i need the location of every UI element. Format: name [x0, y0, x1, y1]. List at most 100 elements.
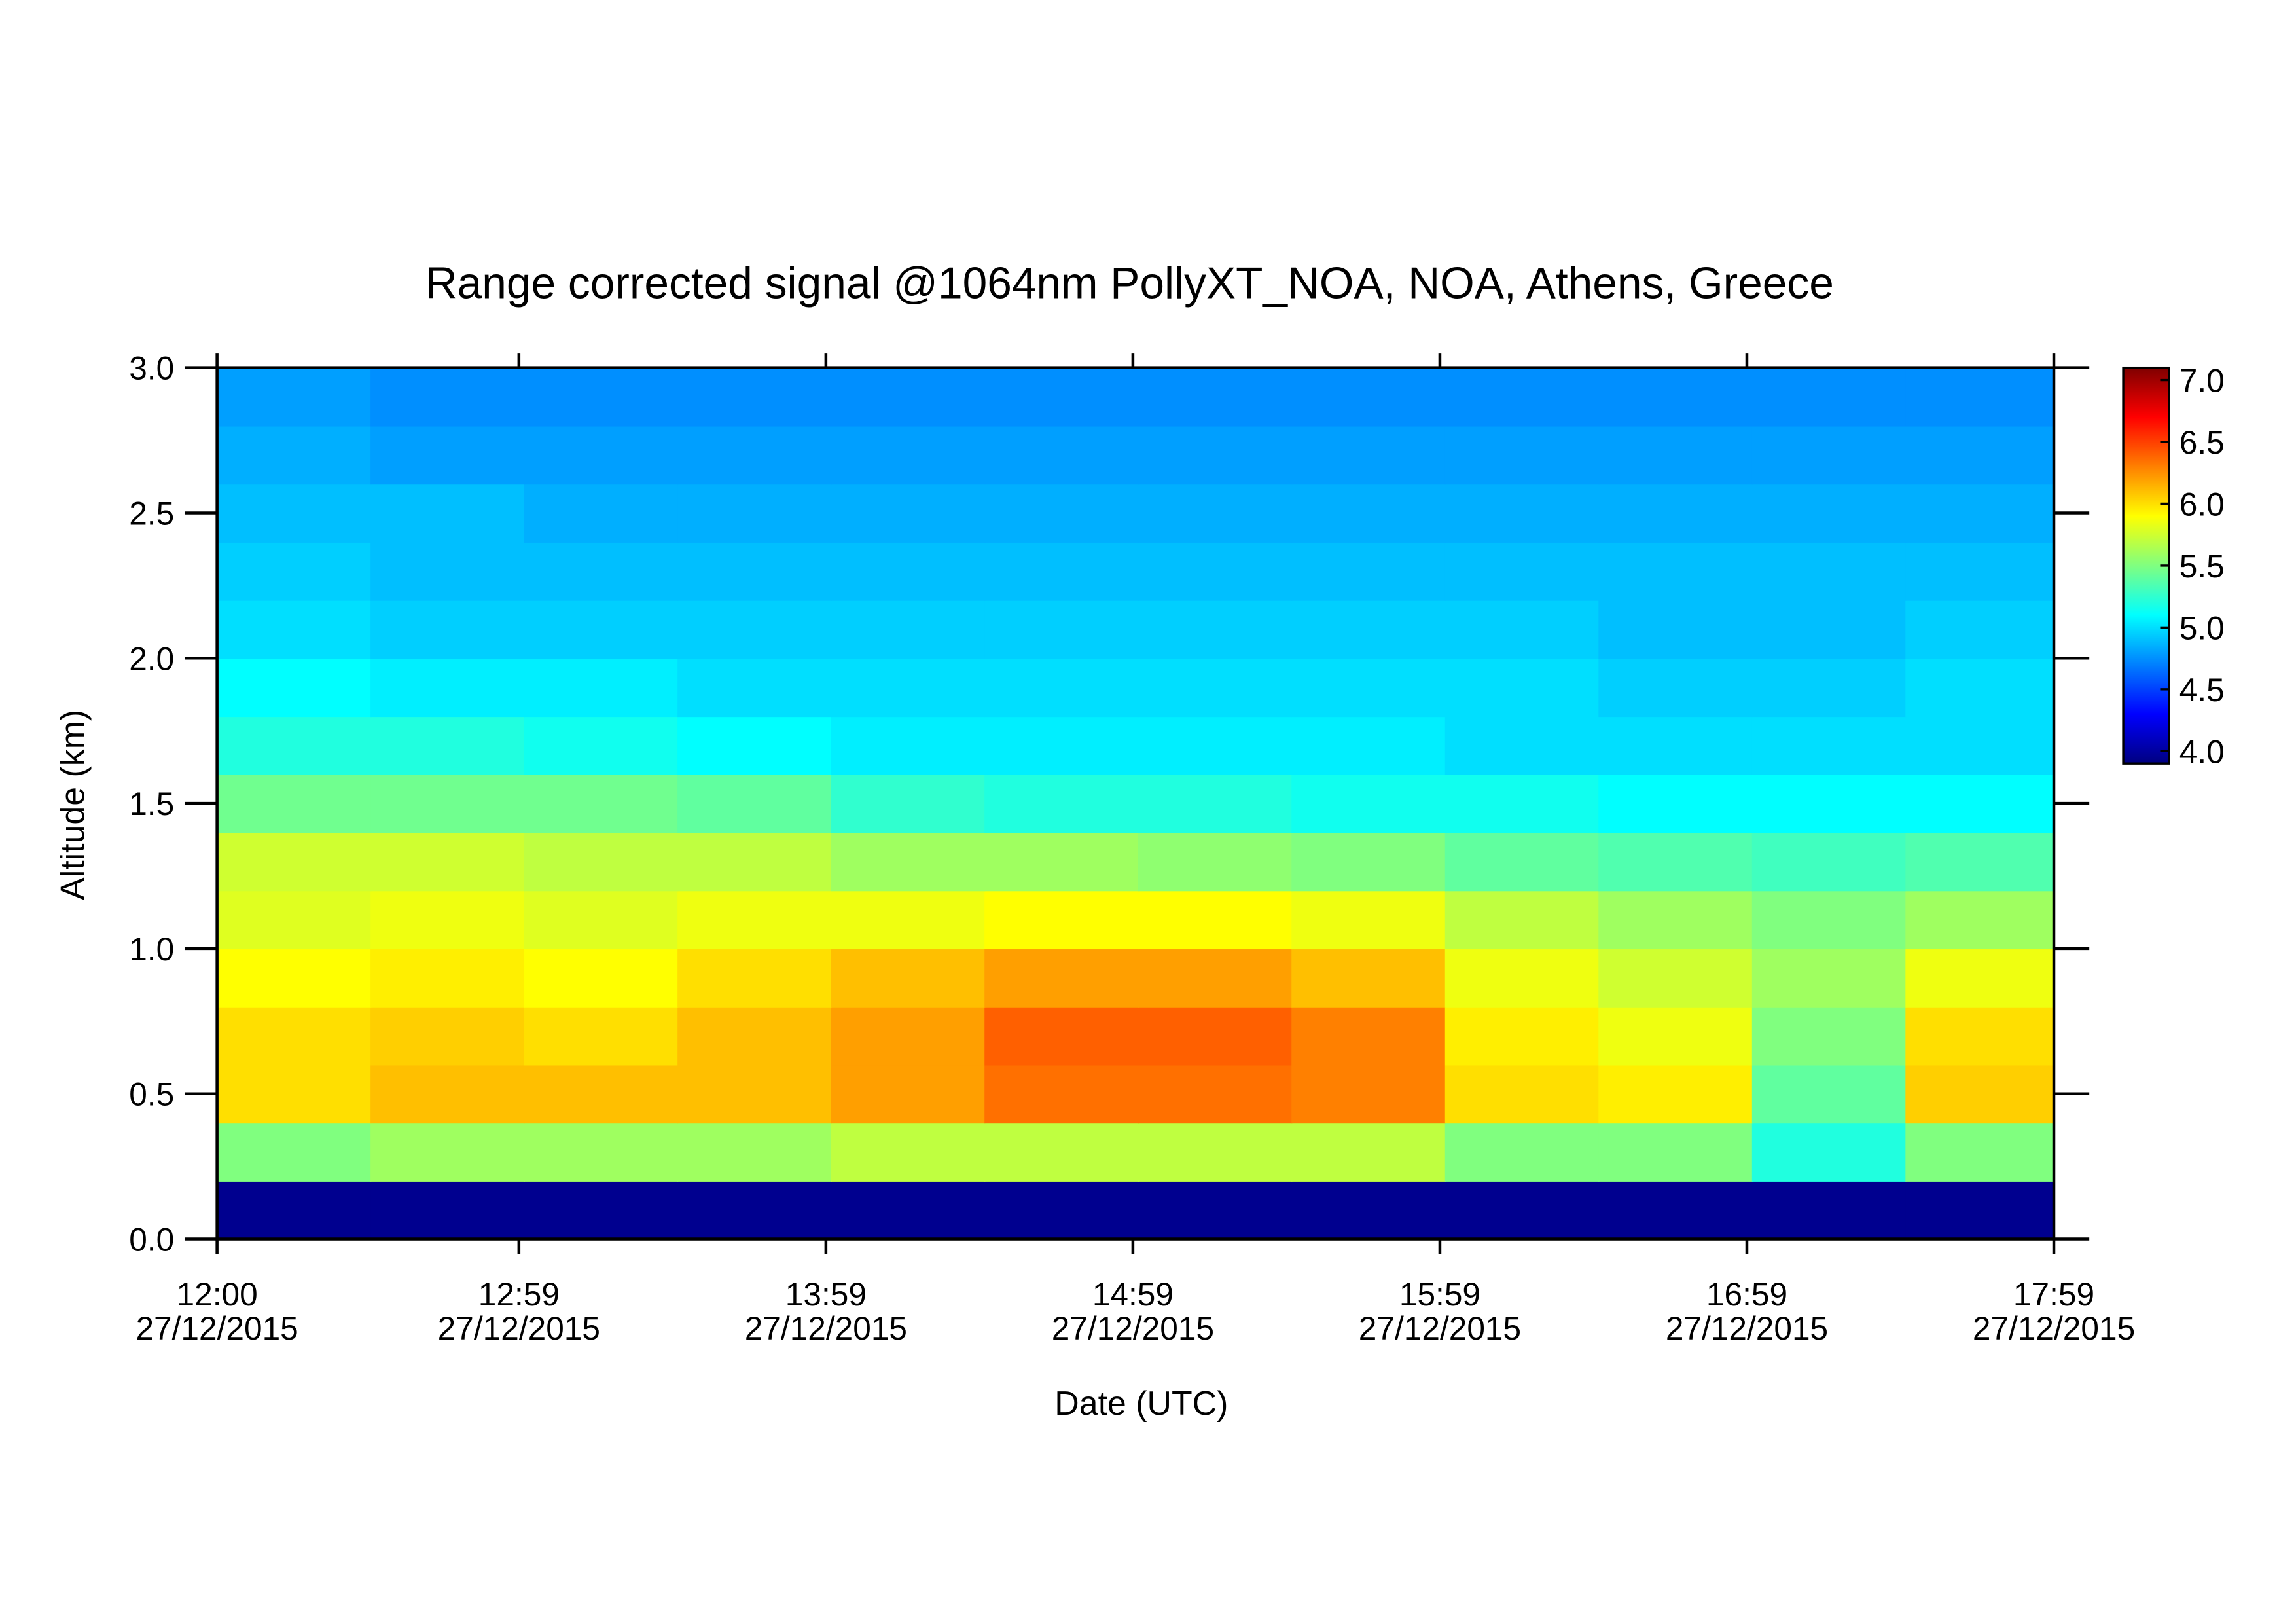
- heatmap-cell: [1138, 658, 1293, 718]
- heatmap-cell: [677, 426, 832, 485]
- heatmap-cell: [1444, 426, 1600, 485]
- heatmap-cell: [1138, 774, 1293, 833]
- heatmap-cell: [524, 832, 679, 892]
- heatmap-cell: [524, 541, 679, 601]
- heatmap-cell: [217, 774, 372, 833]
- heatmap-cell: [1905, 890, 2055, 950]
- heatmap-cell: [984, 367, 1139, 427]
- heatmap-cell: [1598, 1006, 1753, 1066]
- heatmap-cell: [524, 658, 679, 718]
- heatmap-cell: [677, 1065, 832, 1124]
- heatmap-cell: [831, 716, 986, 775]
- heatmap-cell: [1751, 1180, 1907, 1240]
- heatmap-cell: [524, 484, 679, 543]
- heatmap-cell: [217, 426, 372, 485]
- heatmap-cell: [524, 1123, 679, 1182]
- heatmap-cell: [1598, 658, 1753, 718]
- heatmap-cell: [1598, 484, 1753, 543]
- heatmap-cell: [1138, 1006, 1293, 1066]
- heatmap-cell: [677, 658, 832, 718]
- colorbar-tick-label: 6.0: [2179, 486, 2225, 523]
- heatmap-cell: [1598, 600, 1753, 659]
- heatmap-cell: [1905, 367, 2055, 427]
- x-tick-label: 12:59 27/12/2015: [438, 1276, 600, 1347]
- heatmap-cell: [1444, 367, 1600, 427]
- x-tick-label: 17:59 27/12/2015: [1973, 1276, 2135, 1347]
- heatmap-cell: [1291, 1065, 1446, 1124]
- heatmap-cell: [370, 541, 525, 601]
- heatmap-cell: [524, 367, 679, 427]
- heatmap-cell: [370, 832, 525, 892]
- y-tick-label: 3.0: [129, 350, 174, 387]
- heatmap-cell: [677, 1180, 832, 1240]
- heatmap-cell: [831, 774, 986, 833]
- colorbar-tick-label: 5.0: [2179, 610, 2225, 646]
- heatmap-cell: [370, 1123, 525, 1182]
- heatmap-cell: [217, 1065, 372, 1124]
- heatmap-cell: [1598, 1123, 1753, 1182]
- heatmap-cell: [1598, 1065, 1753, 1124]
- heatmap-cell: [984, 484, 1139, 543]
- heatmap-cell: [1138, 541, 1293, 601]
- heatmap-cell: [1138, 1180, 1293, 1240]
- y-tick-label: 2.0: [129, 640, 174, 677]
- heatmap-cell: [1138, 948, 1293, 1008]
- heatmap-cell: [984, 948, 1139, 1008]
- heatmap-cell: [1138, 367, 1293, 427]
- heatmap-cell: [370, 716, 525, 775]
- heatmap-cell: [831, 658, 986, 718]
- heatmap-cell: [1444, 948, 1600, 1008]
- heatmap-cell: [831, 367, 986, 427]
- heatmap-cell: [1905, 1180, 2055, 1240]
- heatmap-cell: [984, 658, 1139, 718]
- y-tick-label: 0.5: [129, 1076, 174, 1113]
- heatmap-cell: [984, 716, 1139, 775]
- heatmap-cell: [1138, 1123, 1293, 1182]
- heatmap-cell: [677, 832, 832, 892]
- heatmap-cell: [677, 484, 832, 543]
- heatmap-cell: [370, 484, 525, 543]
- heatmap-cell: [370, 658, 525, 718]
- x-tick-label: 16:59 27/12/2015: [1666, 1276, 1828, 1347]
- heatmap-cell: [1444, 541, 1600, 601]
- x-tick-label: 13:59 27/12/2015: [745, 1276, 907, 1347]
- heatmap-cell: [984, 1006, 1139, 1066]
- heatmap-cell: [831, 541, 986, 601]
- heatmap-cell: [677, 600, 832, 659]
- colorbar-tick-label: 5.5: [2179, 548, 2225, 585]
- heatmap-cell: [831, 484, 986, 543]
- heatmap-cell: [677, 890, 832, 950]
- heatmap-cell: [1905, 1123, 2055, 1182]
- heatmap-cell: [1444, 774, 1600, 833]
- heatmap-cell: [831, 832, 986, 892]
- heatmap-cell: [677, 1123, 832, 1182]
- heatmap-cell: [1291, 426, 1446, 485]
- x-tick-label: 15:59 27/12/2015: [1359, 1276, 1521, 1347]
- heatmap-cell: [984, 1065, 1139, 1124]
- heatmap-cell: [1598, 426, 1753, 485]
- heatmap-cell: [677, 716, 832, 775]
- heatmap-cell: [217, 1180, 372, 1240]
- heatmap-cell: [370, 1180, 525, 1240]
- heatmap-cell: [1444, 890, 1600, 950]
- heatmap-cell: [1751, 716, 1907, 775]
- heatmap-cell: [1751, 484, 1907, 543]
- heatmap-cell: [1291, 1180, 1446, 1240]
- heatmap-cell: [1138, 1065, 1293, 1124]
- heatmap-cell: [1444, 832, 1600, 892]
- heatmap-cell: [217, 890, 372, 950]
- chart-title: Range corrected signal @1064nm PollyXT_N…: [425, 259, 1834, 308]
- colorbar-tick-label: 6.5: [2179, 424, 2225, 461]
- heatmap-cell: [1905, 600, 2055, 659]
- heatmap-cell: [1751, 890, 1907, 950]
- heatmap-cell: [524, 716, 679, 775]
- heatmap-cell: [370, 948, 525, 1008]
- heatmap-cell: [984, 600, 1139, 659]
- y-axis-label: Altitude (km): [54, 710, 92, 900]
- heatmap-cell: [1751, 1065, 1907, 1124]
- heatmap-cell: [217, 716, 372, 775]
- heatmap-cell: [831, 890, 986, 950]
- heatmap-cell: [1291, 1006, 1446, 1066]
- heatmap-cell: [984, 890, 1139, 950]
- heatmap-cell: [524, 426, 679, 485]
